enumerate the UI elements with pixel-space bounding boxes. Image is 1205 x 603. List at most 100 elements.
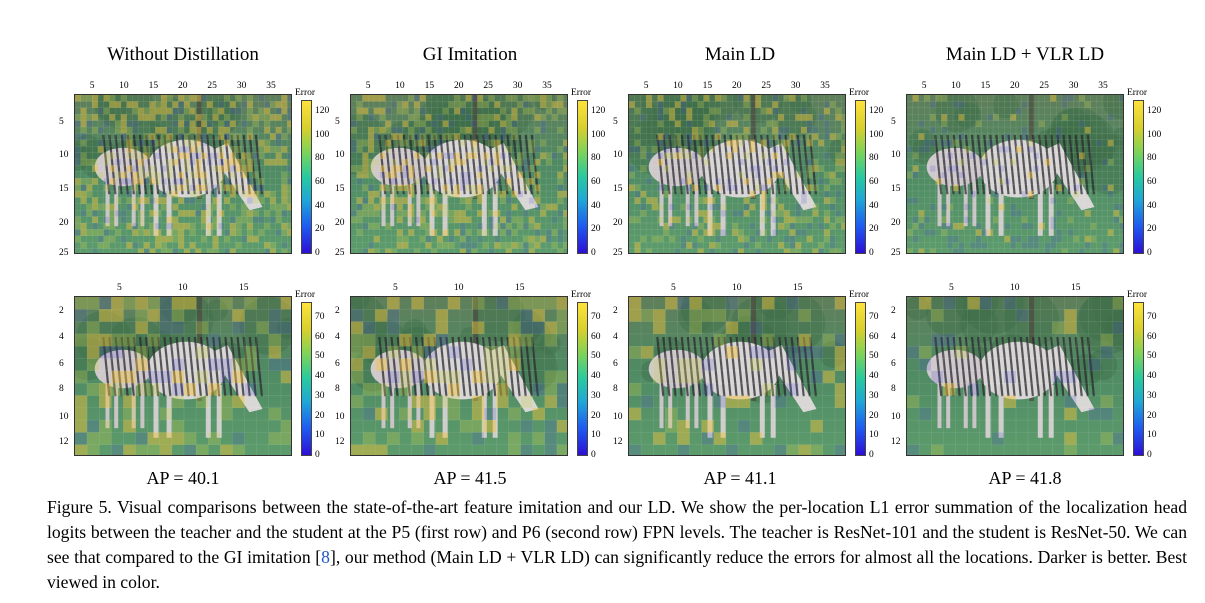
colorbar — [1133, 302, 1144, 456]
colorbar-tick-label: 0 — [1147, 248, 1152, 258]
colorbar-tick-label: 60 — [591, 331, 601, 342]
error-heatmap-image — [350, 94, 568, 254]
y-tick-label: 10 — [335, 411, 345, 422]
colorbar-title: Error — [571, 88, 592, 98]
x-tick-label: 10 — [454, 283, 464, 293]
x-tick-label: 15 — [239, 283, 249, 293]
colorbar-tick-label: 60 — [869, 331, 879, 342]
y-tick-label: 4 — [335, 331, 340, 342]
x-tick-label: 30 — [1068, 81, 1079, 91]
colorbar-tick-label: 60 — [1147, 331, 1157, 342]
colorbar-tick-label: 50 — [1147, 351, 1157, 362]
y-tick-label: 5 — [891, 116, 896, 127]
y-tick-label: 25 — [59, 248, 69, 258]
colorbar-tick-label: 0 — [869, 248, 874, 258]
colorbar-tick-label: 20 — [1147, 410, 1157, 421]
colorbar-tick-label: 40 — [315, 200, 325, 211]
colorbar — [301, 302, 312, 456]
colorbar-tick-label: 10 — [591, 430, 601, 441]
colorbar-tick-label: 20 — [591, 224, 601, 235]
y-tick-label: 5 — [59, 116, 64, 127]
y-tick-label: 8 — [613, 384, 618, 395]
y-tick-label: 8 — [335, 384, 340, 395]
x-tick-label: 25 — [483, 81, 493, 91]
colorbar-tick-label: 60 — [1147, 176, 1157, 187]
colorbar-tick-label: 0 — [315, 248, 320, 258]
y-tick-label: 8 — [59, 384, 64, 395]
y-tick-label: 10 — [59, 411, 69, 422]
error-heatmap-image — [906, 296, 1124, 456]
y-tick-label: 10 — [891, 411, 901, 422]
x-tick-label: 15 — [1071, 283, 1081, 293]
colorbar-title: Error — [849, 290, 870, 300]
y-tick-label: 20 — [613, 217, 623, 228]
colorbar-tick-label: 10 — [315, 430, 325, 441]
x-tick-label: 20 — [178, 81, 188, 91]
colorbar-tick-label: 60 — [315, 176, 325, 187]
column-title-main-ld-vlr-ld: Main LD + VLR LD — [945, 44, 1105, 65]
x-tick-label: 10 — [673, 81, 683, 91]
x-tick-label: 35 — [266, 81, 276, 91]
colorbar-tick-label: 10 — [1147, 430, 1157, 441]
x-tick-label: 20 — [732, 81, 742, 91]
x-tick-label: 5 — [116, 283, 122, 293]
caption-text: Figure 5. Visual comparisons between the… — [47, 497, 1187, 567]
colorbar-tick-label: 20 — [1147, 224, 1157, 235]
colorbar-tick-label: 60 — [869, 176, 879, 187]
y-tick-label: 12 — [613, 437, 623, 448]
colorbar-tick-label: 100 — [869, 129, 884, 140]
y-tick-label: 6 — [891, 358, 896, 369]
colorbar-tick-label: 70 — [1147, 311, 1157, 322]
y-tick-label: 5 — [613, 116, 618, 127]
colorbar-tick-label: 50 — [869, 351, 879, 362]
y-tick-label: 4 — [613, 331, 618, 342]
colorbar-tick-label: 40 — [869, 371, 879, 382]
column-title-gi-imitation: GI Imitation — [422, 44, 518, 65]
colorbar — [855, 302, 866, 456]
x-tick-label: 25 — [207, 81, 217, 91]
y-tick-label: 15 — [335, 184, 345, 194]
y-tick-label: 15 — [613, 184, 623, 194]
colorbar-tick-label: 50 — [315, 351, 325, 362]
citation-link[interactable]: 8 — [321, 547, 330, 567]
y-tick-label: 6 — [613, 358, 618, 369]
y-tick-label: 12 — [891, 437, 901, 448]
colorbar-tick-label: 30 — [315, 390, 325, 401]
colorbar-tick-label: 0 — [591, 450, 596, 460]
x-tick-label: 15 — [148, 81, 159, 91]
colorbar — [301, 100, 312, 254]
colorbar-tick-label: 80 — [315, 153, 325, 164]
colorbar-tick-label: 120 — [869, 105, 884, 116]
figure-caption: Figure 5. Visual comparisons between the… — [47, 495, 1187, 595]
ap-score-main-ld: AP = 41.1 — [703, 468, 777, 488]
y-tick-label: 5 — [335, 116, 340, 127]
colorbar-tick-label: 60 — [591, 176, 601, 187]
colorbar-tick-label: 120 — [1147, 105, 1162, 116]
colorbar-tick-label: 100 — [1147, 129, 1162, 140]
error-heatmap-image — [350, 296, 568, 456]
colorbar-title: Error — [1127, 88, 1148, 98]
colorbar-tick-label: 40 — [591, 371, 601, 382]
ap-score-main-ld-vlr-ld: AP = 41.8 — [988, 468, 1062, 488]
x-tick-label: 35 — [1098, 81, 1108, 91]
x-tick-label: 20 — [454, 81, 464, 91]
colorbar-tick-label: 0 — [315, 450, 320, 460]
colorbar-tick-label: 40 — [315, 371, 325, 382]
ap-score-gi-imitation: AP = 41.5 — [433, 468, 507, 488]
colorbar — [577, 100, 588, 254]
y-tick-label: 10 — [613, 150, 623, 161]
x-tick-label: 5 — [392, 283, 398, 293]
y-tick-label: 25 — [335, 248, 345, 258]
y-tick-label: 4 — [59, 331, 64, 342]
x-tick-label: 5 — [921, 81, 927, 91]
y-tick-label: 2 — [59, 306, 64, 316]
y-tick-label: 2 — [335, 306, 340, 316]
x-tick-label: 35 — [820, 81, 830, 91]
colorbar — [1133, 100, 1144, 254]
colorbar-tick-label: 40 — [1147, 371, 1157, 382]
colorbar-tick-label: 80 — [869, 153, 879, 164]
x-tick-label: 15 — [980, 81, 991, 91]
colorbar-tick-label: 80 — [591, 153, 601, 164]
y-tick-label: 15 — [59, 184, 69, 194]
y-tick-label: 6 — [59, 358, 64, 369]
